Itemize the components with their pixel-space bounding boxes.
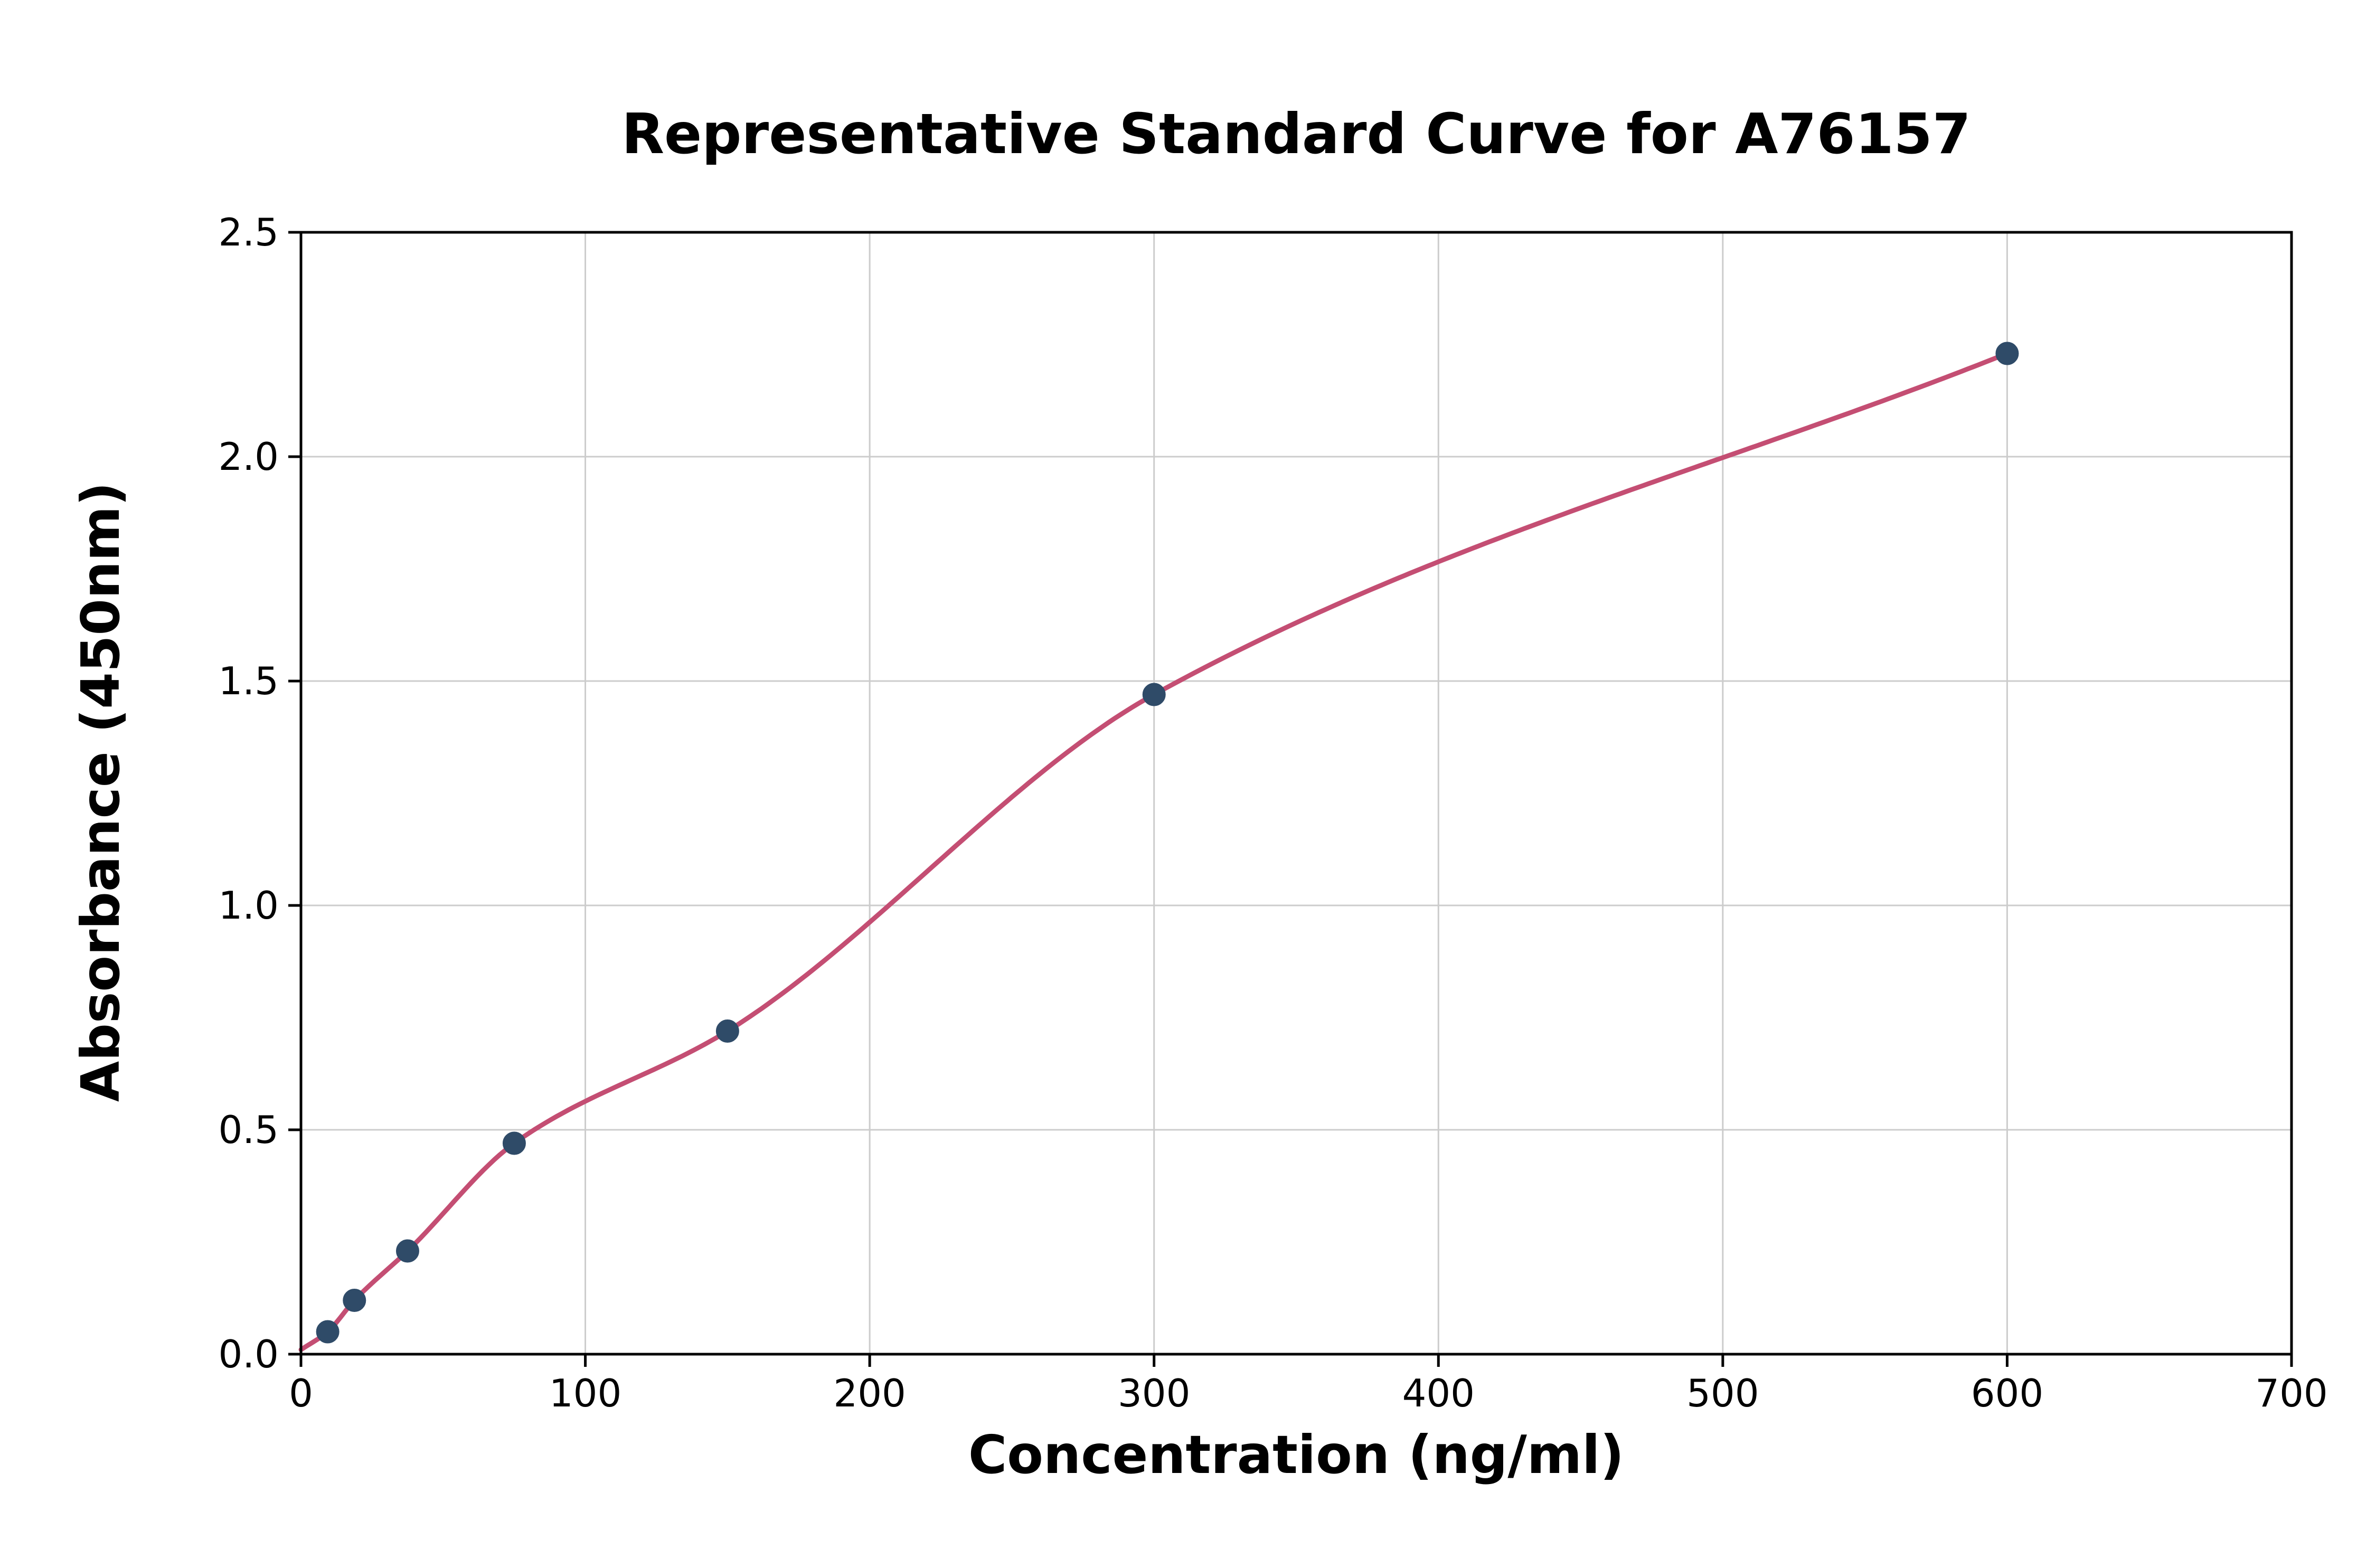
series-layer [298, 342, 2019, 1352]
y-tick-label: 2.0 [218, 434, 279, 479]
chart-title: Representative Standard Curve for A76157 [621, 102, 1971, 166]
y-tick-label: 1.0 [218, 883, 279, 928]
x-tick-label: 600 [1971, 1371, 2043, 1415]
x-tick-label: 400 [1402, 1371, 1475, 1415]
grid-layer [300, 231, 2293, 1355]
x-axis-label: Concentration (ng/ml) [968, 1424, 1624, 1486]
y-tick-label: 0.5 [218, 1108, 279, 1152]
tick-layer: 0 100 200 300 400 500 600 700 0.0 0.5 1.0 1.5 2.0 2.5 [218, 210, 2327, 1415]
data-point [1142, 683, 1166, 706]
y-tick-label: 0.0 [218, 1332, 279, 1376]
y-tick-label: 1.5 [218, 659, 279, 703]
data-point [343, 1289, 366, 1312]
y-axis-label: Absorbance (450nm) [70, 482, 131, 1102]
x-tick-label: 500 [1686, 1371, 1759, 1415]
x-tick-label: 100 [549, 1371, 621, 1415]
data-point [316, 1320, 340, 1344]
data-point [1995, 342, 2019, 365]
x-tick-label: 700 [2255, 1371, 2327, 1415]
data-point [395, 1239, 419, 1263]
x-tick-label: 300 [1118, 1371, 1190, 1415]
y-tick-label: 2.5 [218, 210, 279, 254]
plot-border [299, 231, 2293, 1356]
x-tick-label: 200 [833, 1371, 906, 1415]
data-point [502, 1131, 526, 1155]
data-point [715, 1019, 739, 1043]
x-tick-label: 0 [289, 1371, 313, 1415]
